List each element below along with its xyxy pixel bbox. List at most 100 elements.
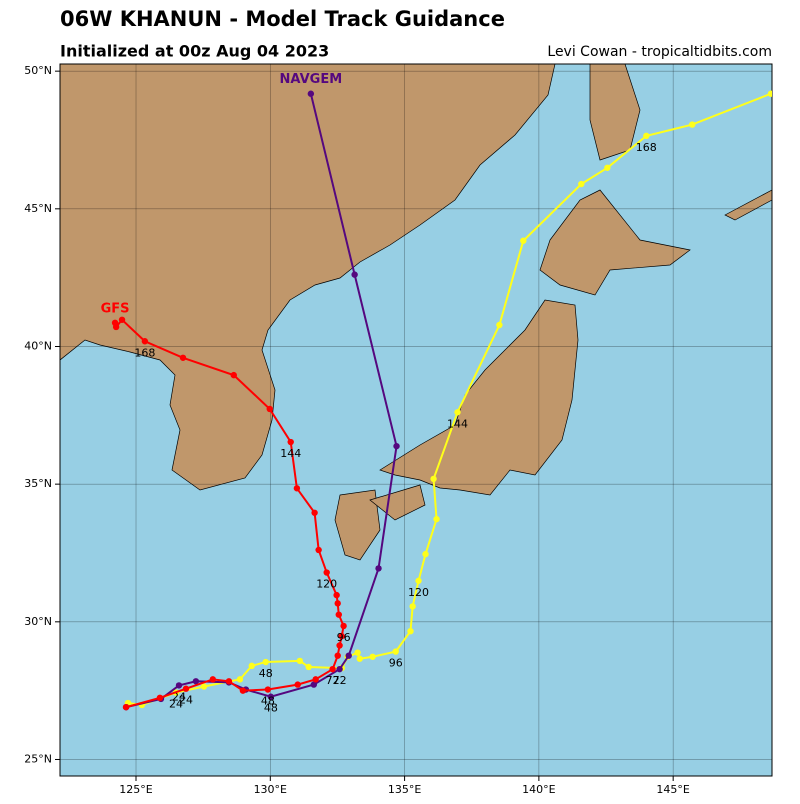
subtitle: Initialized at 00z Aug 04 2023 [60,42,329,61]
track-point [225,678,233,685]
mainland [60,64,556,491]
tracks: 24 48 96 120 144 168 24 48 72 NAVGEM 24 48 72 96 120 14… [101,72,772,715]
y-tick-label: 35°N [24,477,52,490]
track-point [393,442,400,450]
track-point [141,338,149,345]
track-point [520,237,527,244]
track-point [118,316,126,323]
track-point [179,354,187,361]
track-point [266,405,273,413]
hour-label: 48 [261,695,275,708]
land-layer [60,64,772,561]
track-point [356,655,363,662]
hour-label: 48 [259,667,273,680]
hour-label: 96 [389,657,403,670]
track-point [430,475,437,483]
track-point [294,681,301,688]
y-tick-label: 45°N [24,202,52,215]
track-point [296,657,304,665]
track-point [409,603,416,610]
hour-label: 24 [169,698,183,711]
track-point [604,164,611,171]
credit: Levi Cowan - tropicaltidbits.com [547,44,772,60]
hour-label: 144 [447,417,468,430]
track-point [375,565,382,572]
hour-label: 120 [316,578,337,591]
y-tick-label: 25°N [24,752,52,765]
track-point [323,569,330,576]
track-point [335,611,342,618]
hour-label: 24 [172,690,186,703]
track-point [312,676,319,683]
y-tick-label: 40°N [24,339,52,352]
track-point [111,319,119,327]
track-point [340,622,347,630]
hour-label: 168 [134,346,155,359]
track-point [310,681,318,688]
track-point [351,271,358,278]
hour-label: 72 [333,674,347,687]
x-tick-label: 140°E [522,783,555,796]
track-point [354,649,361,656]
hour-label: 120 [408,586,429,599]
track-point [248,662,255,670]
track-point [767,90,772,97]
hour-label: 168 [636,141,657,154]
track-point [689,121,696,128]
track-point [496,321,503,329]
x-tick-label: 145°E [656,783,689,796]
track-point [422,550,429,558]
track-point [345,652,352,659]
track-point [315,546,322,554]
x-tick-label: 125°E [119,783,152,796]
track-point [122,703,130,711]
track-point [369,653,376,660]
y-tick-label: 50°N [24,64,52,77]
x-tick-label: 135°E [388,783,421,796]
track-point [578,180,585,188]
track-point [287,438,294,446]
track-point [433,515,440,523]
hour-label: 48 [264,702,278,715]
track-point [336,665,343,673]
track-point [333,591,340,599]
plot-frame [59,63,773,777]
track-point [267,693,275,700]
hour-label: 72 [326,674,340,687]
track-point [293,485,301,492]
track-point [262,658,269,666]
track-point [175,682,183,689]
kyushu [334,489,381,561]
track-point [334,600,341,607]
track-point [329,665,336,673]
y-tick-label: 30°N [24,615,52,628]
model-name: GFS [101,301,130,316]
track-point [307,90,315,97]
title: 06W KHANUN - Model Track Guidance [60,7,505,31]
hour-label: 96 [337,631,351,644]
hour-label: 24 [179,694,193,707]
track-point [236,676,244,683]
track-point [182,685,190,692]
hour-label: 144 [280,447,301,460]
track-point [239,687,247,694]
track-point [305,663,312,671]
track-point [336,642,343,649]
track-point [209,676,217,683]
model-name: NAVGEM [280,72,343,87]
hokkaido [539,189,691,296]
track-point [392,648,399,655]
track-point [156,694,164,702]
kuril-land [724,189,772,221]
track-point [311,509,318,516]
track-point [200,683,208,690]
track-point [192,678,200,685]
track-point [334,652,341,659]
track-point [415,577,422,584]
x-tick-label: 130°E [254,783,287,796]
track-point [643,132,650,140]
track-point [264,686,272,693]
track-point [230,371,237,379]
track-point [407,627,414,635]
